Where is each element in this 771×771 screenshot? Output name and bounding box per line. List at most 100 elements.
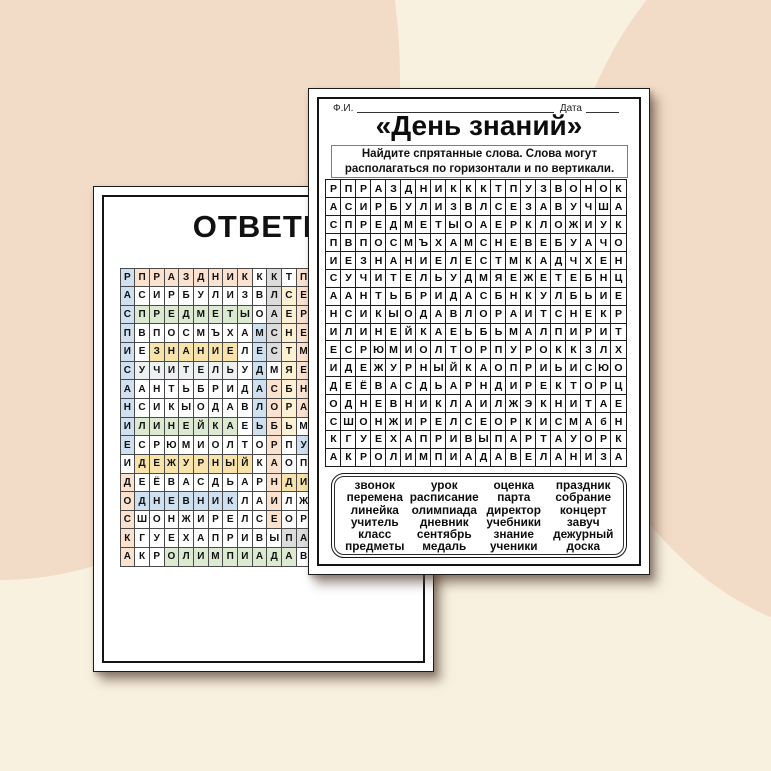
letter-cell: Е [535,233,552,253]
letter-cell: С [325,268,342,288]
letter-cell: А [178,342,194,362]
letter-cell: К [445,179,462,199]
letter-cell: И [400,412,417,432]
letter-cell: Р [475,340,492,360]
letter-cell: П [355,233,372,253]
letter-cell: К [237,267,253,288]
letter-cell: С [134,286,150,306]
letter-cell: О [163,323,180,344]
letter-cell: Л [460,304,477,324]
letter-cell: С [385,233,402,253]
letter-cell: К [565,340,582,360]
letter-cell: Л [595,340,612,360]
letter-cell: Р [148,267,165,288]
letter-cell: Н [505,286,522,306]
puzzle-title: «День знаний» [375,110,583,141]
letter-cell: Т [490,179,507,199]
letter-cell: Н [163,509,180,530]
letter-cell: С [266,342,283,362]
word-list-item: олимпиада [411,502,477,517]
letter-cell: А [266,453,283,474]
letter-cell: Е [222,509,238,530]
word-list-item: предметы [345,539,405,554]
letter-cell: Л [266,286,283,306]
letter-cell: Ё [355,376,372,396]
letter-cell: Р [207,379,224,399]
letter-cell: У [520,179,537,199]
letter-cell: Ч [595,233,612,253]
letter-cell: И [192,435,209,455]
letter-cell: В [340,233,357,253]
letter-cell: Е [430,251,447,270]
word-list-column: урок расписание олимпиада дневник сентябрь ме… [410,479,480,553]
letter-cell: К [550,376,567,396]
letter-cell: С [134,435,150,455]
letter-cell: Н [400,251,417,270]
letter-cell: У [445,268,462,288]
word-list-item: праздник [555,478,611,492]
letter-cell: Е [565,268,582,288]
letter-cell: В [163,472,180,493]
letter-cell: Ч [355,268,372,288]
letter-cell: Е [266,509,283,530]
letter-cell: Б [281,379,297,399]
letter-cell: Ж [163,453,180,474]
letter-cell: З [595,447,612,467]
letter-cell: И [266,491,283,511]
letter-cell: Л [535,447,552,467]
letter-cell: О [580,376,597,396]
letter-cell: Л [535,215,552,235]
letter-cell: А [385,376,402,396]
letter-cell: Р [355,215,372,235]
letter-cell: Н [610,412,627,432]
letter-cell: Т [385,268,402,288]
letter-cell: О [415,340,432,360]
letter-cell: С [134,397,150,418]
letter-cell: О [580,429,597,449]
word-list-item: класс [358,527,392,542]
letter-cell: К [610,429,627,449]
letter-cell: В [295,547,312,567]
letter-cell: Ж [370,358,387,378]
letter-cell: Л [207,286,224,306]
letter-cell: В [370,376,387,396]
letter-cell: С [340,340,357,360]
letter-cell: П [134,304,150,325]
letter-cell: Е [134,342,150,362]
word-list-item: звонок [354,478,395,492]
letter-cell: Л [445,412,462,432]
letter-cell: Ю [595,358,612,378]
instruction-line-1: Найдите спрятанные слова. Слова могут [361,147,598,160]
letter-cell: Г [340,429,357,449]
letter-cell: О [610,358,627,378]
letter-cell: А [505,304,522,324]
letter-cell: К [207,416,224,437]
letter-cell: И [445,447,462,467]
date-blank-line [586,102,619,113]
letter-cell: А [400,429,417,449]
word-list-item: концерт [559,502,607,517]
letter-cell: Д [340,394,357,414]
letter-cell: Б [266,416,283,437]
letter-cell: А [520,322,537,342]
word-list-item: оценка [493,478,535,492]
letter-cell: Ж [505,394,522,414]
letter-cell: И [163,360,180,381]
letter-cell: К [370,304,387,324]
letter-cell: Е [163,304,180,325]
letter-cell: А [370,179,387,199]
word-list-item: учебники [486,514,542,529]
letter-cell: Н [595,268,612,288]
letter-cell: Е [222,342,238,362]
letter-cell: Н [355,394,372,414]
letter-cell: А [610,447,627,467]
letter-cell: Й [237,453,253,474]
letter-cell: К [266,267,283,288]
name-date-header: Ф.И. Дата [333,102,619,114]
letter-cell: Д [192,267,209,288]
letter-cell: А [237,472,253,493]
letter-cell: С [325,215,342,235]
letter-cell: Л [237,342,253,362]
letter-cell: б [595,412,612,432]
letter-cell: П [550,322,567,342]
